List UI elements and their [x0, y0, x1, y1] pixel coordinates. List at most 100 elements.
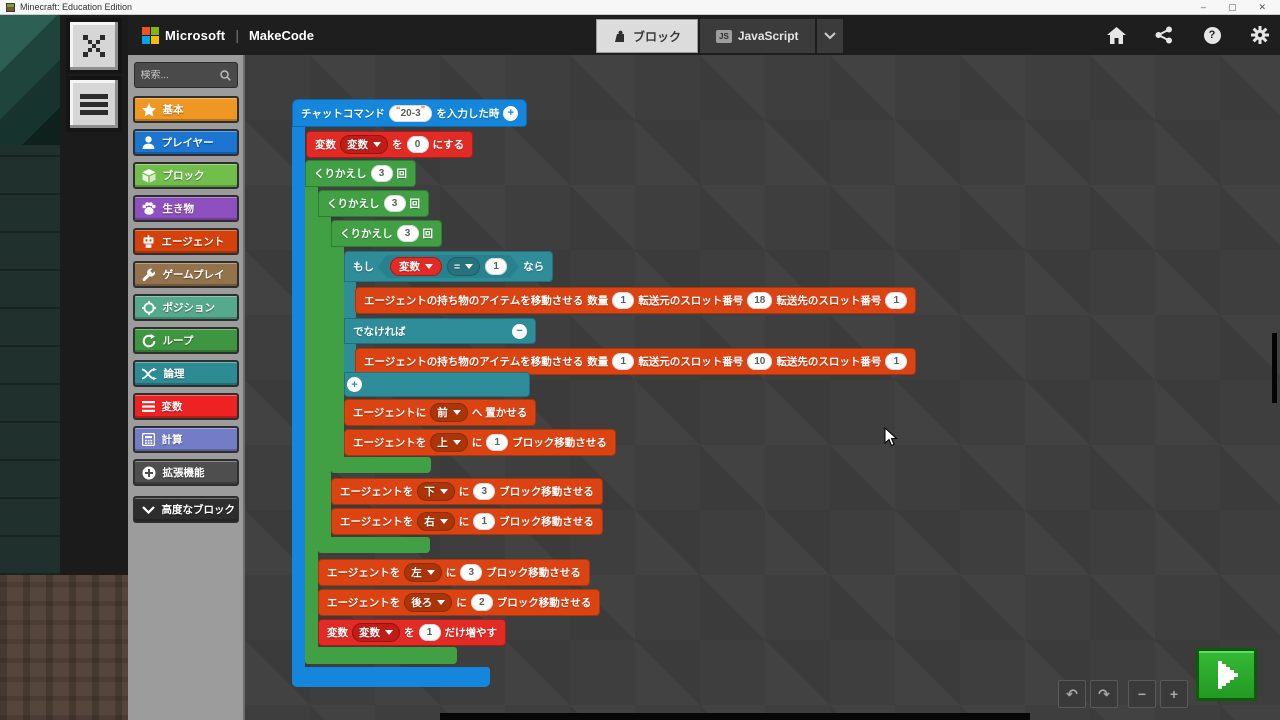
if-block-bottom: + [344, 372, 530, 397]
repeat-count-input[interactable]: 3 [383, 195, 406, 212]
block-label: エージェントに [353, 407, 427, 419]
run-code-button[interactable] [1196, 648, 1257, 701]
category-loops[interactable]: ループ [132, 327, 239, 354]
on-chat-command-block[interactable]: チャットコマンド ❝ 20-3 ❞ を入力した時 + [292, 99, 528, 127]
if-block-header[interactable]: もし 変数 = 1 なら [344, 251, 554, 282]
category-player[interactable]: プレイヤー [132, 129, 239, 156]
category-extensions[interactable]: 拡張機能 [132, 459, 239, 486]
add-else-button[interactable]: + [347, 377, 362, 392]
share-button[interactable] [1154, 25, 1174, 45]
search-input[interactable] [140, 69, 220, 81]
category-gameplay[interactable]: ゲームプレイ [132, 261, 239, 288]
agent-transfer-block[interactable]: エージェントの持ち物のアイテムを移動させる 数量 1 転送元のスロット番号 10… [355, 348, 917, 375]
variable-dropdown[interactable]: 変数 [340, 135, 388, 154]
search-icon [219, 69, 231, 81]
editor-mode-dropdown[interactable] [816, 19, 843, 53]
tab-blocks[interactable]: ブロック [596, 19, 699, 53]
quantity-input[interactable]: 1 [612, 353, 635, 370]
loop-arrow-icon [142, 333, 155, 347]
direction-dropdown[interactable]: 左 [404, 563, 442, 582]
block-label: くりかえし [327, 198, 380, 210]
agent-move-block[interactable]: エージェントを 後ろ に 2 ブロック移動させる [318, 589, 601, 616]
workspace-scrollbar[interactable] [1272, 333, 1277, 403]
close-button[interactable]: ✕ [1258, 1, 1266, 12]
category-math[interactable]: 計算 [132, 426, 239, 453]
microsoft-wordmark: Microsoft [165, 27, 226, 43]
maximize-button[interactable]: ▢ [1227, 1, 1237, 12]
variable-dropdown[interactable]: 変数 [352, 623, 400, 642]
variable-dropdown[interactable]: 変数 [390, 257, 442, 276]
block-label: エージェントの持ち物のアイテムを移動させる [364, 295, 584, 307]
repeat-count-input[interactable]: 3 [370, 165, 393, 182]
direction-dropdown[interactable]: 下 [417, 482, 455, 501]
source-slot-input[interactable]: 18 [747, 292, 773, 309]
block-label: 転送元のスロット番号 [638, 295, 744, 307]
repeat-loop-block[interactable]: くりかえし 3 回 [305, 160, 416, 187]
home-button[interactable] [1106, 25, 1126, 45]
category-basic[interactable]: 基本 [132, 96, 239, 123]
agent-transfer-block[interactable]: エージェントの持ち物のアイテムを移動させる 数量 1 転送元のスロット番号 18… [355, 287, 917, 314]
tab-javascript[interactable]: JS JavaScript [700, 19, 815, 53]
workspace-controls: ↶ ↷ − + [1058, 680, 1188, 708]
category-agent[interactable]: エージェント [132, 228, 239, 255]
distance-input[interactable]: 3 [460, 564, 483, 581]
zoom-out-button[interactable]: − [1128, 680, 1156, 708]
help-button[interactable]: ? [1202, 25, 1222, 45]
value-input[interactable]: 1 [418, 624, 441, 641]
operator-dropdown[interactable]: = [447, 257, 480, 276]
else-bar[interactable]: でなければ − [344, 318, 536, 344]
agent-place-block[interactable]: エージェントに 前 へ 置かせる [344, 399, 537, 426]
agent-move-block[interactable]: エージェントを 右 に 1 ブロック移動させる [331, 508, 603, 535]
advanced-blocks-toggle[interactable]: 高度なブロック [132, 496, 239, 523]
quantity-input[interactable]: 1 [612, 292, 635, 309]
category-variables[interactable]: 変数 [132, 393, 239, 420]
event-block-bottom [292, 667, 490, 687]
close-editor-button[interactable] [66, 18, 122, 74]
brand: Microsoft | MakeCode [142, 26, 314, 44]
distance-input[interactable]: 3 [473, 483, 496, 500]
menu-button[interactable] [66, 76, 122, 132]
value-input[interactable]: 0 [406, 136, 429, 153]
category-logic[interactable]: 論理 [132, 360, 239, 387]
dest-slot-input[interactable]: 1 [885, 353, 908, 370]
direction-dropdown[interactable]: 上 [430, 433, 468, 452]
command-input[interactable]: ❝ 20-3 ❞ [388, 104, 433, 122]
direction-dropdown[interactable]: 右 [417, 512, 455, 531]
source-slot-input[interactable]: 10 [747, 353, 773, 370]
change-variable-block[interactable]: 変数 変数 を 1 だけ増やす [318, 619, 506, 646]
category-mobs[interactable]: 生き物 [132, 195, 239, 222]
compare-value-input[interactable]: 1 [485, 258, 507, 275]
block-label: チャットコマンド [301, 107, 385, 120]
distance-input[interactable]: 2 [470, 594, 493, 611]
category-position[interactable]: ポジション [132, 294, 239, 321]
redo-button[interactable]: ↷ [1090, 680, 1118, 708]
lines-icon [141, 401, 155, 412]
set-variable-block[interactable]: 変数 変数 を 0 にする [306, 131, 474, 158]
zoom-in-button[interactable]: + [1160, 680, 1188, 708]
dest-slot-input[interactable]: 1 [885, 292, 908, 309]
direction-dropdown[interactable]: 後ろ [404, 593, 453, 612]
category-blocks[interactable]: ブロック [132, 162, 239, 189]
block-label: に [471, 437, 483, 449]
settings-button[interactable] [1250, 25, 1270, 45]
blocks-workspace[interactable]: チャットコマンド ❝ 20-3 ❞ を入力した時 + 変数 変数 を 0 にする く… [245, 55, 1280, 720]
minimize-button[interactable]: – [1200, 1, 1206, 12]
agent-move-block[interactable]: エージェントを 上 に 1 ブロック移動させる [344, 429, 616, 456]
undo-button[interactable]: ↶ [1058, 680, 1086, 708]
add-parameter-button[interactable]: + [503, 105, 519, 121]
repeat-loop-block[interactable]: くりかえし 3 回 [331, 220, 442, 247]
repeat-count-input[interactable]: 3 [396, 225, 419, 242]
help-icon: ? [1203, 26, 1221, 44]
distance-input[interactable]: 1 [486, 434, 509, 451]
puzzle-icon [615, 30, 624, 42]
agent-move-block[interactable]: エージェントを 下 に 3 ブロック移動させる [331, 478, 603, 505]
direction-dropdown[interactable]: 前 [430, 403, 468, 422]
condition-slot[interactable]: 変数 = 1 [378, 255, 519, 278]
remove-else-button[interactable]: − [512, 323, 527, 339]
agent-move-block[interactable]: エージェントを 左 に 3 ブロック移動させる [318, 559, 590, 586]
header-actions: ? [1106, 15, 1270, 55]
toolbox-search[interactable] [133, 62, 238, 88]
distance-input[interactable]: 1 [473, 513, 496, 530]
repeat-loop-block[interactable]: くりかえし 3 回 [318, 190, 429, 217]
block-label: エージェントを [327, 567, 401, 579]
